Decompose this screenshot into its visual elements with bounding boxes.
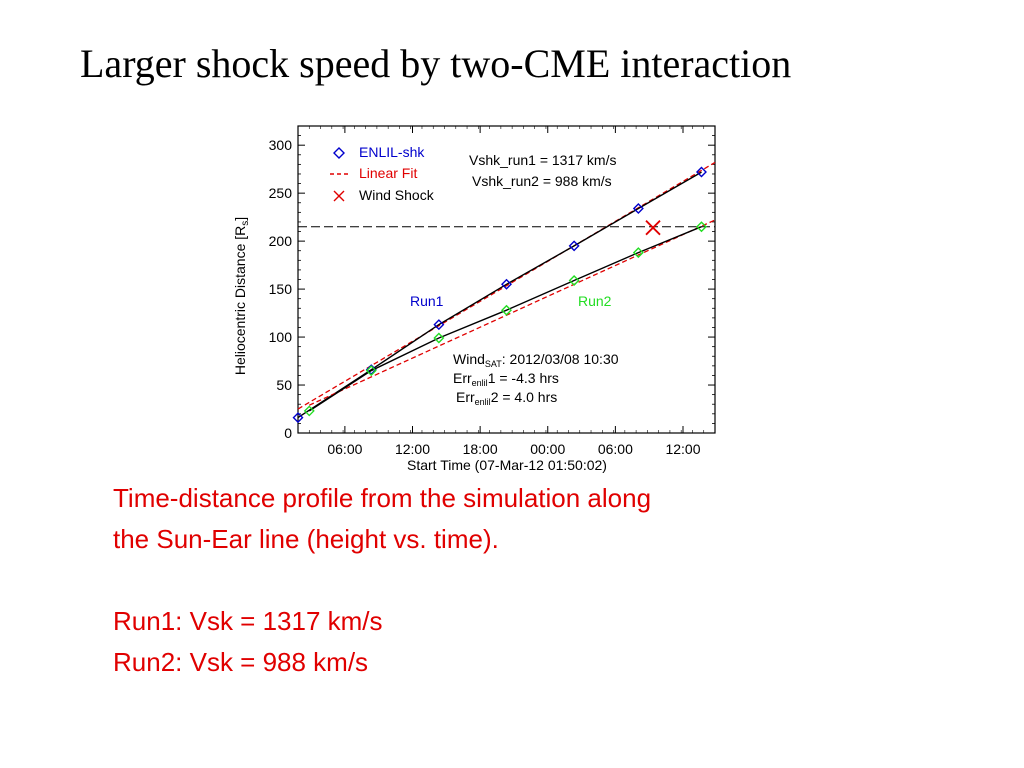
run2-label: Run2	[578, 293, 612, 309]
data-point-run2	[365, 365, 377, 377]
caption-line-1: Time-distance profile from the simulatio…	[113, 483, 652, 513]
error-run1-label: Errenlil1 = -4.3 hrs	[453, 370, 559, 388]
x-tick-label: 00:00	[530, 441, 565, 457]
series-line-run1	[297, 171, 702, 419]
x-tick-label: 12:00	[395, 441, 430, 457]
data-point-run1	[292, 412, 304, 424]
run1-label: Run1	[410, 293, 444, 309]
linear-fit-line-run2	[309, 219, 716, 406]
data-point-run2	[695, 221, 707, 233]
wind-arrival-label: WindSAT: 2012/03/08 10:30	[453, 351, 619, 369]
y-tick-label: 50	[276, 377, 292, 393]
data-point-run1	[433, 319, 445, 331]
x-tick-label: 06:00	[327, 441, 362, 457]
linear-fit-line-run1	[297, 161, 716, 410]
run2-speed-text: Run2: Vsk = 988 km/s	[113, 647, 369, 677]
caption-spacer	[113, 560, 651, 601]
caption: Time-distance profile from the simulatio…	[113, 478, 651, 683]
legend-label-wind-shock: Wind Shock	[359, 187, 435, 203]
y-tick-label: 200	[269, 233, 293, 249]
data-point-run2	[433, 332, 445, 344]
data-point-run1	[632, 203, 644, 214]
y-tick-label: 150	[269, 281, 293, 297]
legend-label-linear-fit: Linear Fit	[359, 165, 417, 181]
y-tick-label: 0	[284, 425, 292, 441]
y-tick-label: 300	[269, 137, 293, 153]
error-run2-label: Errenlil2 = 4.0 hrs	[456, 389, 557, 407]
x-axis-label: Start Time (07-Mar-12 01:50:02)	[407, 457, 607, 473]
speed-label-run2: Vshk_run2 = 988 km/s	[472, 173, 612, 189]
wind-shock-marker	[645, 220, 661, 236]
caption-line-2: the Sun-Ear line (height vs. time).	[113, 524, 499, 554]
data-point-run1	[501, 278, 512, 290]
time-distance-chart: 0 50 100 150 200 250 300 06:00 12:00 18:00 00:00 06…	[232, 125, 716, 473]
y-tick-label: 250	[269, 185, 293, 201]
series-line-run2	[308, 226, 702, 412]
data-point-run2	[303, 405, 315, 417]
y-tick-label: 100	[269, 329, 293, 345]
legend-cross-icon	[333, 190, 345, 202]
legend-diamond-icon	[333, 147, 345, 159]
x-tick-label: 06:00	[598, 441, 633, 457]
data-point-run2	[632, 247, 644, 259]
data-point-run1	[695, 166, 707, 178]
slide-title: Larger shock speed by two-CME interactio…	[80, 41, 792, 86]
x-tick-label: 18:00	[463, 441, 498, 457]
data-point-run2	[501, 304, 512, 316]
data-point-run2	[568, 274, 580, 286]
data-point-run1	[568, 240, 580, 252]
run1-speed-text: Run1: Vsk = 1317 km/s	[113, 606, 383, 636]
x-tick-label: 12:00	[665, 441, 700, 457]
speed-label-run1: Vshk_run1 = 1317 km/s	[469, 152, 616, 168]
y-axis-label: Heliocentric Distance [Rs]	[232, 217, 251, 375]
legend-label-enlil-shk: ENLIL-shk	[359, 144, 425, 160]
